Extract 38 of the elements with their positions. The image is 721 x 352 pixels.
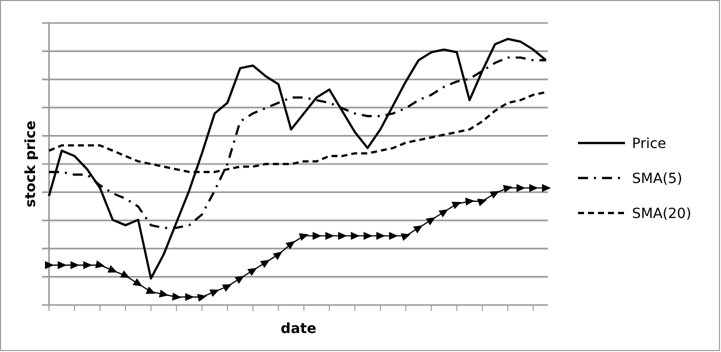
point — [312, 232, 322, 240]
point — [234, 276, 244, 284]
point — [197, 294, 207, 302]
point — [209, 290, 220, 297]
point — [95, 260, 105, 268]
point — [298, 233, 309, 241]
point — [325, 232, 334, 240]
point — [45, 261, 54, 270]
point — [452, 202, 462, 210]
point — [438, 209, 448, 218]
point — [477, 198, 488, 206]
point — [272, 252, 282, 260]
legend-label: SMA(20) — [632, 206, 692, 222]
x-axis-title: date — [280, 321, 316, 337]
point — [465, 198, 475, 206]
legend-label: Price — [632, 136, 666, 152]
point — [58, 261, 67, 270]
point — [172, 292, 182, 301]
legend-label: SMA(5) — [632, 171, 682, 187]
point — [426, 217, 436, 226]
point — [376, 232, 386, 240]
point — [364, 232, 373, 240]
point — [389, 232, 398, 240]
point — [338, 232, 348, 240]
point — [400, 233, 411, 241]
point — [260, 260, 270, 268]
point — [247, 268, 258, 276]
point — [503, 184, 513, 193]
point — [158, 290, 169, 298]
point — [413, 225, 423, 234]
point — [490, 190, 500, 199]
y-axis-title: stock price — [23, 120, 39, 208]
point — [222, 284, 232, 292]
point — [350, 232, 360, 240]
point — [286, 240, 296, 250]
point — [83, 261, 92, 270]
point — [70, 261, 80, 270]
point — [542, 184, 551, 192]
